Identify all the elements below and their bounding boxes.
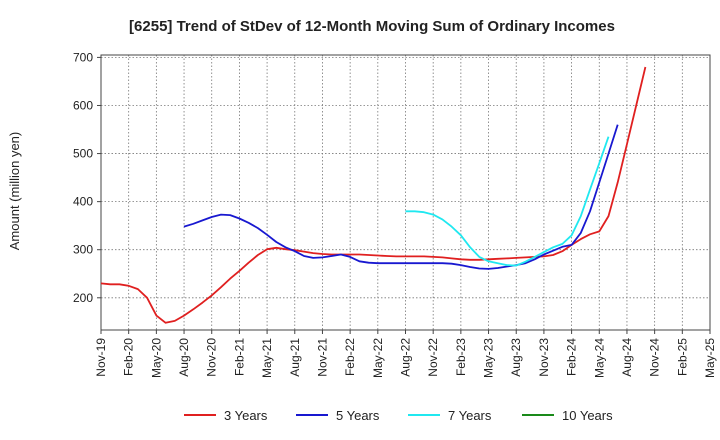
x-tick-label: Nov-22 [426,338,440,377]
series-line [100,66,647,324]
y-tick-label: 400 [73,195,93,209]
x-tick-label: Feb-25 [675,338,689,376]
x-tick-label: Nov-24 [648,338,662,377]
y-tick-label: 500 [73,147,93,161]
x-tick-label: Aug-22 [399,338,413,377]
x-tick-label: Feb-24 [565,338,579,376]
legend-label: 7 Years [448,408,492,423]
chart-title: [6255] Trend of StDev of 12-Month Moving… [129,18,615,35]
y-tick-label: 200 [73,291,93,305]
y-axis-label: Amount (million yen) [7,132,22,251]
legend: 3 Years 5 Years 7 Years 10 Years [184,408,613,423]
x-tick-label: Feb-20 [122,338,136,376]
x-tick-label: Feb-22 [343,338,357,376]
series-layer [100,66,647,324]
x-tick-label: Nov-21 [315,338,329,377]
x-axis-ticks: Nov-19 Feb-20 May-20 Aug-20 Nov-20 Feb-21 May-… [94,330,717,378]
grid-layer [101,55,710,330]
x-tick-label: Feb-21 [232,338,246,376]
x-tick-label: May-20 [149,338,163,378]
x-tick-label: May-21 [260,338,274,378]
x-tick-label: Aug-21 [288,338,302,377]
x-tick-label: May-23 [482,338,496,378]
x-tick-label: Aug-23 [509,338,523,377]
x-tick-label: Nov-20 [205,338,219,377]
x-tick-label: Aug-20 [177,338,191,377]
x-tick-label: May-22 [371,338,385,378]
y-tick-label: 600 [73,98,93,112]
x-tick-label: May-25 [703,338,717,378]
x-tick-label: Nov-23 [537,338,551,377]
series-line [405,136,610,267]
legend-label: 3 Years [224,408,268,423]
series-line [183,124,619,270]
x-tick-label: Feb-23 [454,338,468,376]
legend-label: 5 Years [336,408,380,423]
y-tick-label: 700 [73,50,93,64]
legend-label: 10 Years [562,408,613,423]
x-tick-label: May-24 [592,338,606,378]
y-tick-label: 300 [73,243,93,257]
x-tick-label: Nov-19 [94,338,108,377]
y-axis-ticks: 200 300 400 500 600 700 [73,50,101,305]
x-tick-label: Aug-24 [620,338,634,377]
